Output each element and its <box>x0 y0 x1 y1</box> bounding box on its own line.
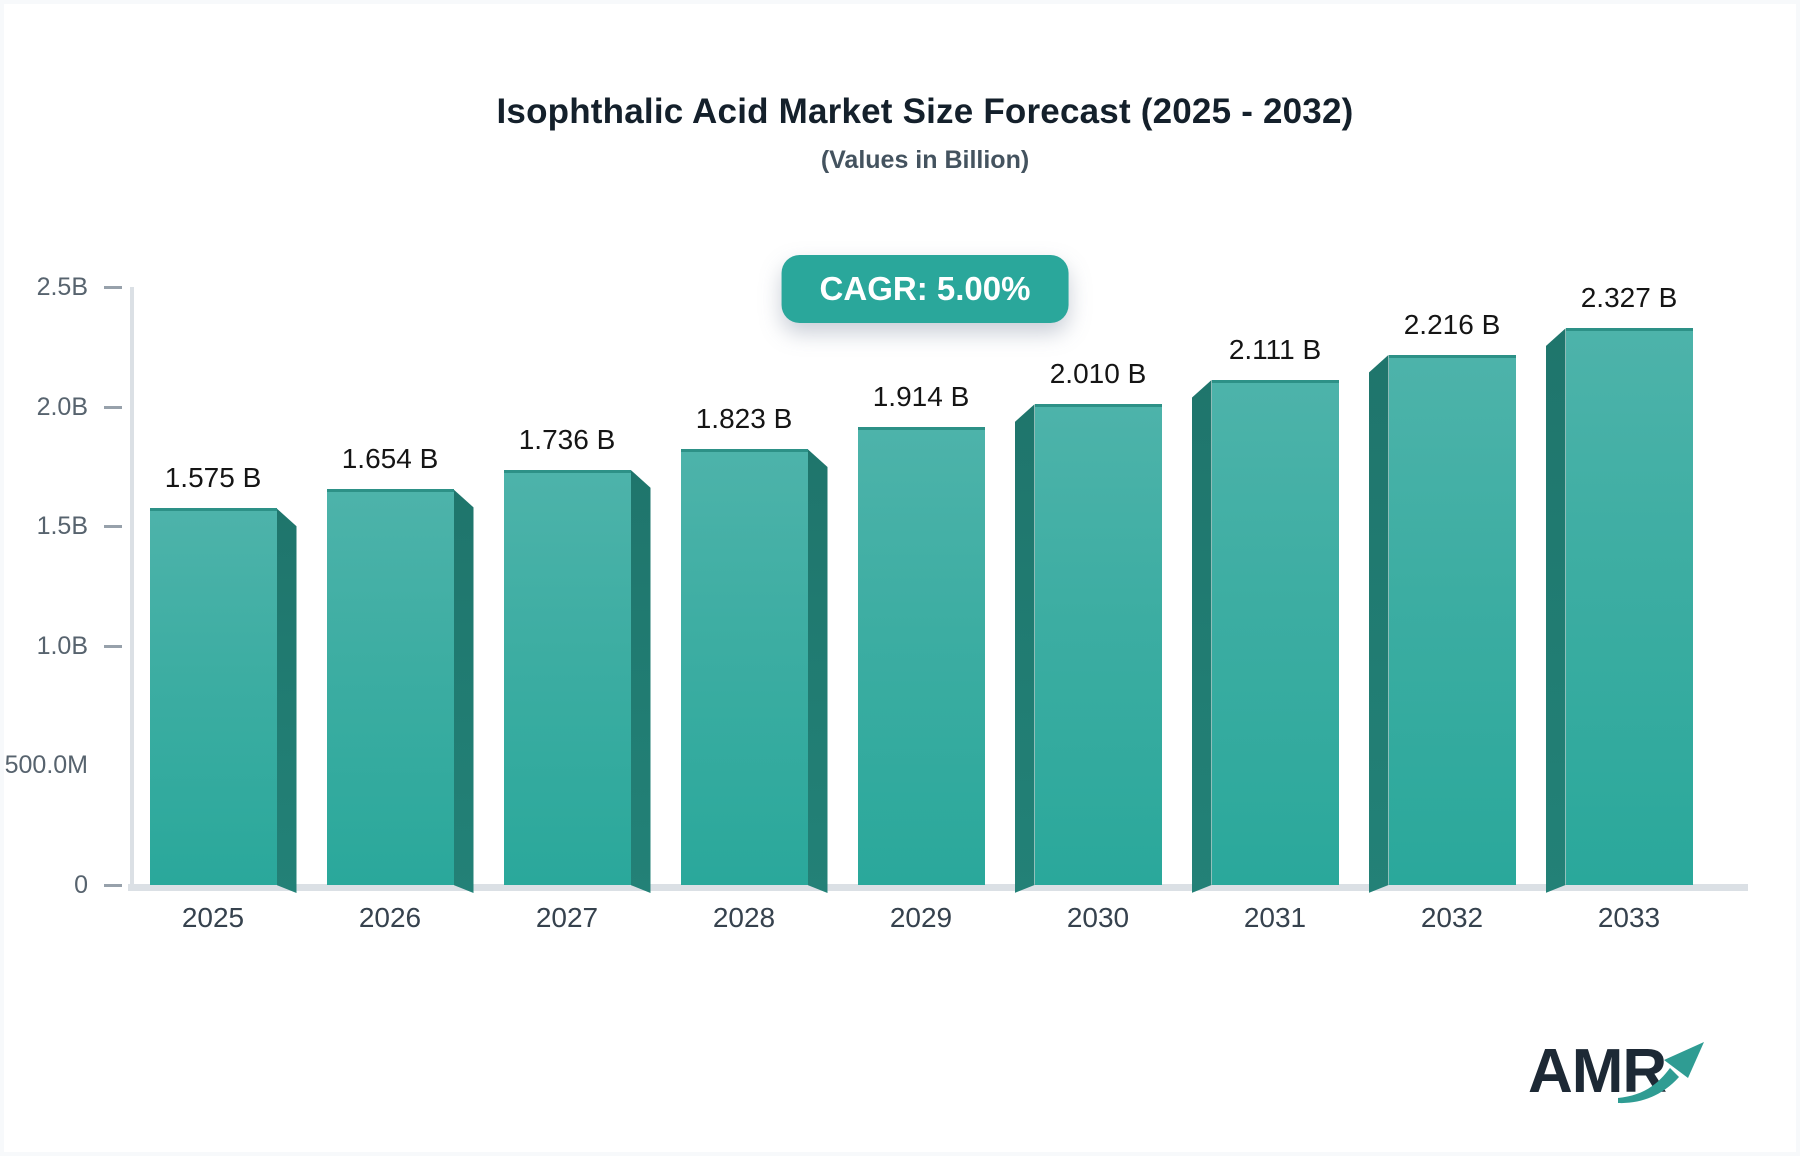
bar-2033 <box>1565 328 1693 885</box>
y-axis-line <box>130 287 134 885</box>
growth-trend-arrow-icon <box>1618 1042 1704 1104</box>
bar-2026 <box>326 489 454 885</box>
x-axis-year-label: 2029 <box>889 902 953 933</box>
x-axis-year-label: 2030 <box>1066 902 1130 933</box>
bar-value-label: 1.914 B <box>872 381 970 413</box>
bar-3d-side <box>1015 404 1035 893</box>
chart-header: Isophthalic Acid Market Size Forecast (2… <box>40 0 1800 175</box>
y-axis-tick-mark <box>104 884 122 887</box>
bar-2032 <box>1388 354 1516 885</box>
x-axis-year-label: 2033 <box>1597 902 1661 933</box>
bar-value-label: 1.736 B <box>518 423 616 455</box>
chart-title: Isophthalic Acid Market Size Forecast (2… <box>496 92 1354 131</box>
bar-2031 <box>1211 380 1339 885</box>
y-axis-tick-mark <box>104 644 122 648</box>
bar-value-label: 1.823 B <box>695 402 793 434</box>
cagr-badge: CAGR: 5.00% <box>781 255 1069 323</box>
bar-value-label: 2.111 B <box>1228 334 1322 366</box>
y-axis-tick-label: 1.5B <box>36 512 88 541</box>
bar-value-label: 2.010 B <box>1049 358 1147 390</box>
y-axis-tick-mark <box>104 286 122 289</box>
bar-3d-side <box>277 508 297 893</box>
bar-value-label: 2.327 B <box>1580 282 1678 314</box>
bar-2028 <box>680 448 808 885</box>
x-axis-year-label: 2028 <box>712 902 776 933</box>
bar-value-label: 2.216 B <box>1403 308 1501 340</box>
bar-3d-side <box>1369 355 1389 893</box>
bar-value-label: 1.654 B <box>341 443 439 475</box>
x-axis-year-label: 2027 <box>535 902 599 933</box>
y-axis-tick-label: 2.0B <box>36 392 88 421</box>
bar-value-label: 1.575 B <box>164 462 262 494</box>
bar-2029 <box>857 427 985 885</box>
bar-3d-side <box>1192 380 1212 893</box>
bar-2025 <box>149 508 277 885</box>
x-axis-year-label: 2032 <box>1420 902 1484 933</box>
bar-3d-side <box>454 489 474 893</box>
bar-2027 <box>503 469 631 885</box>
x-axis-year-label: 2031 <box>1243 902 1307 933</box>
amr-logo: AMR <box>1528 1036 1713 1116</box>
y-axis-tick-label: 0 <box>74 871 88 899</box>
x-axis-year-label: 2026 <box>358 902 422 933</box>
y-axis-tick-mark <box>104 525 122 529</box>
y-axis-tick-label: 1.0B <box>36 631 88 660</box>
x-axis-baseline <box>128 884 1748 891</box>
y-axis-tick-mark <box>104 405 122 409</box>
bar-3d-side <box>1546 328 1566 893</box>
bar-3d-side <box>631 470 651 893</box>
y-axis-tick-label: 500.0M <box>4 751 88 780</box>
x-axis-year-label: 2025 <box>181 902 245 933</box>
chart-subtitle: (Values in Billion) <box>820 146 1030 174</box>
y-axis-tick-label: 2.5B <box>36 273 88 301</box>
bar-2030 <box>1034 404 1162 885</box>
bar-3d-side <box>808 449 828 893</box>
